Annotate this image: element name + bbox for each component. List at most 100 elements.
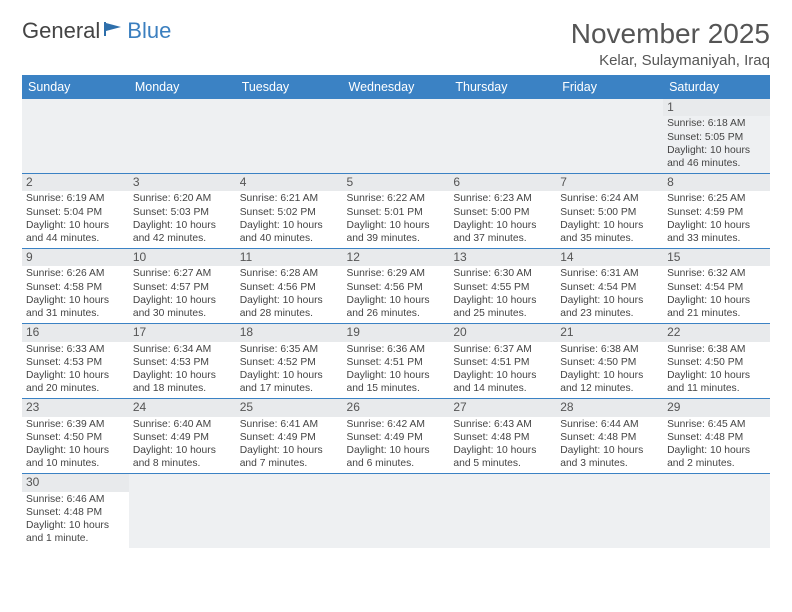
daylight-line: Daylight: 10 hours and 33 minutes. — [667, 219, 766, 245]
day-number: 21 — [556, 324, 663, 341]
calendar-cell: 25Sunrise: 6:41 AMSunset: 4:49 PMDayligh… — [236, 399, 343, 474]
calendar-body: 1Sunrise: 6:18 AMSunset: 5:05 PMDaylight… — [22, 99, 770, 548]
day-number: 10 — [129, 249, 236, 266]
sunrise-line: Sunrise: 6:35 AM — [240, 343, 339, 356]
daylight-line: Daylight: 10 hours and 3 minutes. — [560, 444, 659, 470]
brand-part1: General — [22, 18, 100, 44]
day-number: 13 — [449, 249, 556, 266]
flag-icon — [103, 20, 125, 38]
calendar-cell: 27Sunrise: 6:43 AMSunset: 4:48 PMDayligh… — [449, 399, 556, 474]
calendar-cell: 24Sunrise: 6:40 AMSunset: 4:49 PMDayligh… — [129, 399, 236, 474]
daylight-line: Daylight: 10 hours and 37 minutes. — [453, 219, 552, 245]
daylight-line: Daylight: 10 hours and 5 minutes. — [453, 444, 552, 470]
calendar-cell: 14Sunrise: 6:31 AMSunset: 4:54 PMDayligh… — [556, 249, 663, 324]
sunset-line: Sunset: 4:54 PM — [560, 281, 659, 294]
calendar-cell: 2Sunrise: 6:19 AMSunset: 5:04 PMDaylight… — [22, 174, 129, 249]
day-header: Wednesday — [343, 75, 450, 99]
brand-logo: General Blue — [22, 18, 171, 44]
daylight-line: Daylight: 10 hours and 11 minutes. — [667, 369, 766, 395]
sunrise-line: Sunrise: 6:42 AM — [347, 418, 446, 431]
daylight-line: Daylight: 10 hours and 44 minutes. — [26, 219, 125, 245]
day-number: 15 — [663, 249, 770, 266]
calendar-cell — [343, 99, 450, 174]
day-number: 20 — [449, 324, 556, 341]
daylight-line: Daylight: 10 hours and 10 minutes. — [26, 444, 125, 470]
sunset-line: Sunset: 4:49 PM — [133, 431, 232, 444]
calendar-cell: 17Sunrise: 6:34 AMSunset: 4:53 PMDayligh… — [129, 324, 236, 399]
day-header: Saturday — [663, 75, 770, 99]
calendar-cell: 8Sunrise: 6:25 AMSunset: 4:59 PMDaylight… — [663, 174, 770, 249]
calendar-cell — [129, 99, 236, 174]
sunrise-line: Sunrise: 6:40 AM — [133, 418, 232, 431]
sunset-line: Sunset: 4:57 PM — [133, 281, 232, 294]
sunrise-line: Sunrise: 6:45 AM — [667, 418, 766, 431]
daylight-line: Daylight: 10 hours and 8 minutes. — [133, 444, 232, 470]
sunrise-line: Sunrise: 6:31 AM — [560, 267, 659, 280]
sunset-line: Sunset: 4:56 PM — [240, 281, 339, 294]
sunset-line: Sunset: 4:53 PM — [133, 356, 232, 369]
day-header: Tuesday — [236, 75, 343, 99]
daylight-line: Daylight: 10 hours and 21 minutes. — [667, 294, 766, 320]
day-number: 18 — [236, 324, 343, 341]
day-number: 7 — [556, 174, 663, 191]
brand-part2: Blue — [127, 18, 171, 44]
calendar-cell — [556, 474, 663, 549]
sunset-line: Sunset: 5:00 PM — [453, 206, 552, 219]
sunrise-line: Sunrise: 6:43 AM — [453, 418, 552, 431]
sunrise-line: Sunrise: 6:30 AM — [453, 267, 552, 280]
daylight-line: Daylight: 10 hours and 25 minutes. — [453, 294, 552, 320]
calendar-table: SundayMondayTuesdayWednesdayThursdayFrid… — [22, 75, 770, 548]
day-number: 2 — [22, 174, 129, 191]
sunrise-line: Sunrise: 6:44 AM — [560, 418, 659, 431]
calendar-thead: SundayMondayTuesdayWednesdayThursdayFrid… — [22, 75, 770, 99]
day-number: 22 — [663, 324, 770, 341]
sunrise-line: Sunrise: 6:34 AM — [133, 343, 232, 356]
calendar-cell: 15Sunrise: 6:32 AMSunset: 4:54 PMDayligh… — [663, 249, 770, 324]
calendar-cell: 22Sunrise: 6:38 AMSunset: 4:50 PMDayligh… — [663, 324, 770, 399]
day-number: 3 — [129, 174, 236, 191]
day-number: 1 — [663, 99, 770, 116]
calendar-week: 2Sunrise: 6:19 AMSunset: 5:04 PMDaylight… — [22, 174, 770, 249]
daylight-line: Daylight: 10 hours and 46 minutes. — [667, 144, 766, 170]
calendar-cell: 6Sunrise: 6:23 AMSunset: 5:00 PMDaylight… — [449, 174, 556, 249]
sunset-line: Sunset: 4:49 PM — [240, 431, 339, 444]
sunrise-line: Sunrise: 6:18 AM — [667, 117, 766, 130]
sunrise-line: Sunrise: 6:36 AM — [347, 343, 446, 356]
calendar-week: 1Sunrise: 6:18 AMSunset: 5:05 PMDaylight… — [22, 99, 770, 174]
calendar-cell: 13Sunrise: 6:30 AMSunset: 4:55 PMDayligh… — [449, 249, 556, 324]
sunrise-line: Sunrise: 6:22 AM — [347, 192, 446, 205]
daylight-line: Daylight: 10 hours and 42 minutes. — [133, 219, 232, 245]
day-number: 19 — [343, 324, 450, 341]
sunset-line: Sunset: 4:54 PM — [667, 281, 766, 294]
calendar-cell: 23Sunrise: 6:39 AMSunset: 4:50 PMDayligh… — [22, 399, 129, 474]
sunset-line: Sunset: 4:52 PM — [240, 356, 339, 369]
location: Kelar, Sulaymaniyah, Iraq — [571, 52, 770, 69]
sunset-line: Sunset: 4:50 PM — [560, 356, 659, 369]
daylight-line: Daylight: 10 hours and 15 minutes. — [347, 369, 446, 395]
sunrise-line: Sunrise: 6:32 AM — [667, 267, 766, 280]
calendar-cell: 10Sunrise: 6:27 AMSunset: 4:57 PMDayligh… — [129, 249, 236, 324]
day-number: 14 — [556, 249, 663, 266]
day-number: 4 — [236, 174, 343, 191]
calendar-cell: 18 Sunrise: 6:35 AMSunset: 4:52 PMDayligh… — [236, 324, 343, 399]
sunset-line: Sunset: 5:01 PM — [347, 206, 446, 219]
sunset-line: Sunset: 4:48 PM — [667, 431, 766, 444]
day-number: 25 — [236, 399, 343, 416]
calendar-cell: 21Sunrise: 6:38 AMSunset: 4:50 PMDayligh… — [556, 324, 663, 399]
day-header: Monday — [129, 75, 236, 99]
calendar-cell: 3Sunrise: 6:20 AMSunset: 5:03 PMDaylight… — [129, 174, 236, 249]
daylight-line: Daylight: 10 hours and 17 minutes. — [240, 369, 339, 395]
daylight-line: Daylight: 10 hours and 18 minutes. — [133, 369, 232, 395]
calendar-cell: 9Sunrise: 6:26 AMSunset: 4:58 PMDaylight… — [22, 249, 129, 324]
calendar-week: 9Sunrise: 6:26 AMSunset: 4:58 PMDaylight… — [22, 249, 770, 324]
day-number: 28 — [556, 399, 663, 416]
calendar-week: 30Sunrise: 6:46 AMSunset: 4:48 PMDayligh… — [22, 474, 770, 549]
calendar-cell: 16Sunrise: 6:33 AMSunset: 4:53 PMDayligh… — [22, 324, 129, 399]
calendar-cell: 4Sunrise: 6:21 AMSunset: 5:02 PMDaylight… — [236, 174, 343, 249]
sunrise-line: Sunrise: 6:33 AM — [26, 343, 125, 356]
daylight-line: Daylight: 10 hours and 14 minutes. — [453, 369, 552, 395]
day-number: 29 — [663, 399, 770, 416]
day-number: 8 — [663, 174, 770, 191]
sunset-line: Sunset: 4:50 PM — [667, 356, 766, 369]
calendar-cell — [129, 474, 236, 549]
